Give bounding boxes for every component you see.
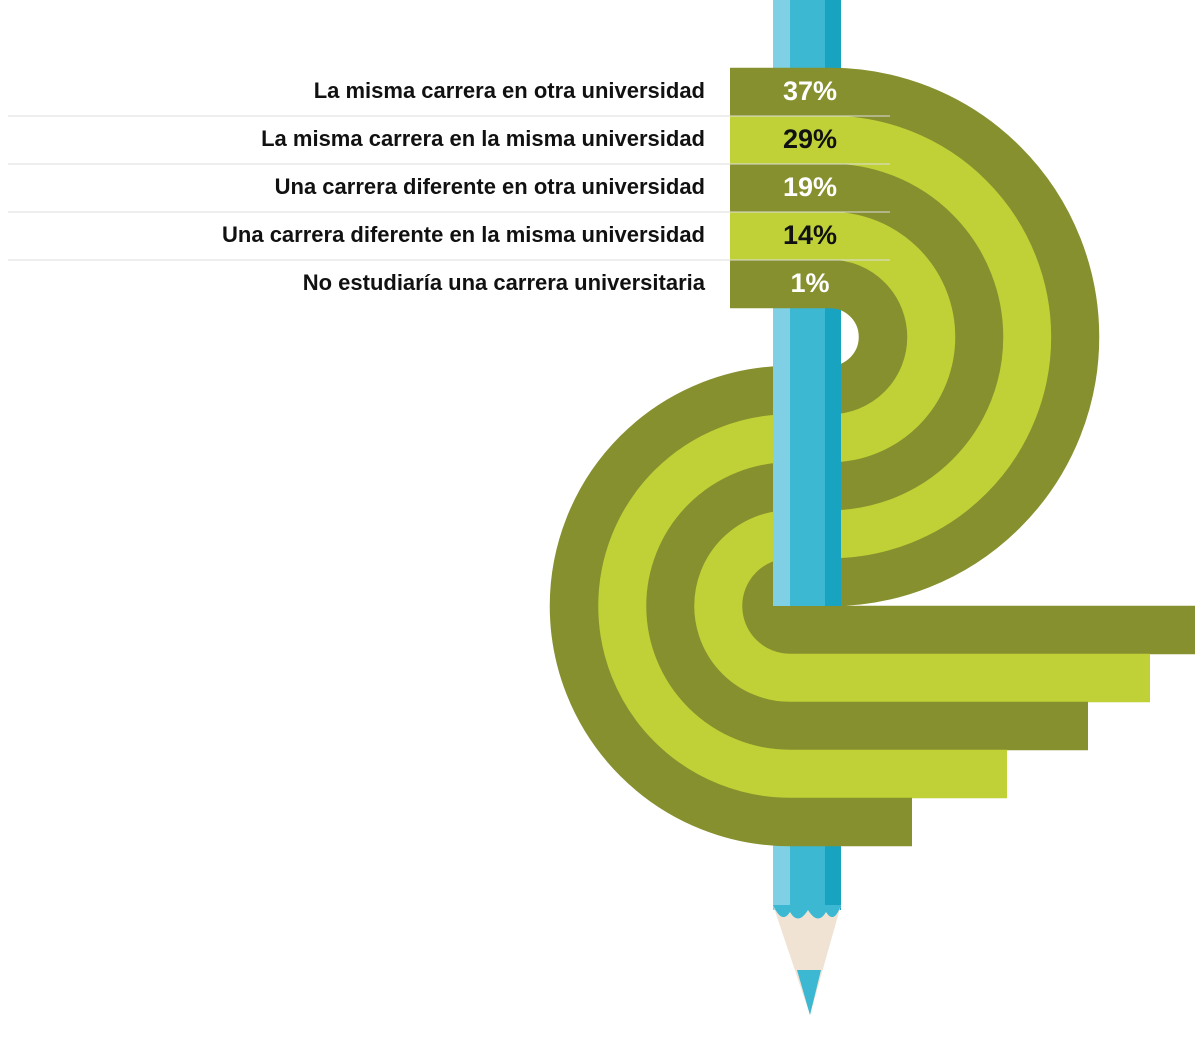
spiral-band — [693, 115, 1150, 703]
spiral-band — [730, 67, 1195, 655]
percentage: 37% — [783, 76, 837, 106]
spiral-band — [549, 259, 912, 847]
option-label: La misma carrera en otra universidad — [314, 78, 705, 103]
labels: La misma carrera en otra universidad 37% L… — [8, 76, 890, 298]
option-label: Una carrera diferente en otra universida… — [275, 174, 705, 199]
pencil-overlay — [773, 310, 841, 606]
percentage: 29% — [783, 124, 837, 154]
option-label: No estudiaría una carrera universitaria — [303, 270, 706, 295]
percentage: 1% — [790, 268, 829, 298]
option-label: La misma carrera en la misma universidad — [261, 126, 705, 151]
spiral-band — [597, 211, 1007, 799]
percentage: 14% — [783, 220, 837, 250]
percentage: 19% — [783, 172, 837, 202]
option-label: Una carrera diferente en la misma univer… — [222, 222, 705, 247]
spiral-bands — [549, 67, 1195, 847]
